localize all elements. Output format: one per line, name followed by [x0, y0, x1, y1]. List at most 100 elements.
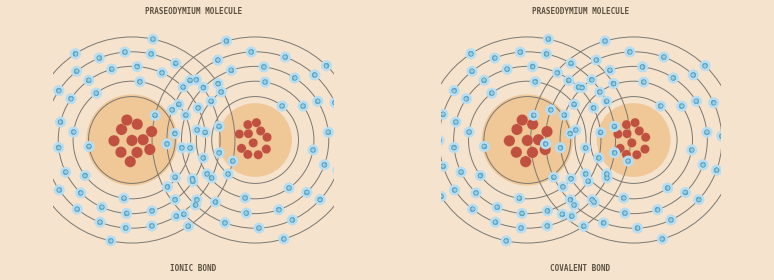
Circle shape — [170, 194, 180, 205]
Circle shape — [611, 81, 616, 86]
Circle shape — [637, 61, 648, 73]
Circle shape — [690, 73, 696, 78]
Circle shape — [569, 199, 580, 211]
Circle shape — [601, 172, 612, 183]
Circle shape — [122, 50, 128, 55]
Circle shape — [665, 186, 670, 191]
Circle shape — [71, 66, 82, 77]
Circle shape — [256, 226, 262, 231]
Circle shape — [209, 175, 214, 180]
Circle shape — [279, 52, 291, 63]
Circle shape — [173, 99, 184, 110]
Circle shape — [622, 150, 631, 159]
Circle shape — [478, 75, 490, 86]
Circle shape — [595, 127, 606, 138]
Circle shape — [439, 194, 444, 199]
Circle shape — [589, 77, 594, 82]
Circle shape — [221, 36, 232, 46]
Circle shape — [165, 184, 170, 189]
Circle shape — [545, 208, 550, 213]
Circle shape — [655, 207, 660, 212]
Circle shape — [276, 101, 288, 111]
Circle shape — [193, 202, 198, 207]
Circle shape — [173, 61, 178, 66]
Circle shape — [204, 171, 210, 176]
Circle shape — [437, 161, 449, 172]
Circle shape — [186, 224, 191, 229]
Circle shape — [515, 46, 526, 58]
Circle shape — [94, 91, 99, 96]
Circle shape — [666, 214, 676, 225]
Text: COVALENT BOND: COVALENT BOND — [550, 264, 611, 273]
Circle shape — [574, 127, 578, 132]
Circle shape — [248, 49, 254, 54]
Circle shape — [83, 173, 87, 178]
Circle shape — [96, 202, 108, 213]
Circle shape — [555, 70, 560, 75]
Circle shape — [632, 150, 642, 159]
Circle shape — [517, 196, 522, 201]
Circle shape — [242, 195, 248, 200]
Circle shape — [42, 109, 53, 120]
Circle shape — [278, 234, 289, 244]
Circle shape — [433, 135, 444, 146]
Circle shape — [565, 128, 576, 139]
Circle shape — [711, 100, 716, 105]
Circle shape — [622, 120, 631, 129]
Circle shape — [604, 171, 609, 176]
Circle shape — [194, 77, 199, 82]
Circle shape — [191, 194, 202, 205]
Circle shape — [569, 61, 574, 66]
Circle shape — [259, 76, 271, 88]
Circle shape — [98, 220, 103, 225]
Circle shape — [173, 175, 178, 180]
Circle shape — [591, 105, 596, 110]
Circle shape — [180, 110, 191, 121]
Circle shape — [146, 126, 157, 137]
Circle shape — [248, 138, 258, 148]
Circle shape — [217, 150, 221, 155]
Circle shape — [638, 76, 649, 88]
Circle shape — [558, 145, 563, 150]
Circle shape — [184, 75, 196, 86]
Circle shape — [192, 125, 203, 136]
Circle shape — [65, 93, 77, 104]
Circle shape — [214, 121, 224, 132]
Circle shape — [201, 168, 213, 179]
Circle shape — [486, 88, 497, 99]
Circle shape — [569, 214, 574, 219]
Circle shape — [152, 113, 158, 118]
Circle shape — [187, 78, 193, 83]
Circle shape — [80, 170, 91, 181]
Circle shape — [187, 173, 198, 184]
Circle shape — [156, 67, 167, 78]
Circle shape — [181, 212, 187, 217]
Circle shape — [115, 146, 127, 158]
Circle shape — [591, 200, 597, 205]
Circle shape — [194, 197, 200, 202]
Circle shape — [555, 142, 566, 153]
Circle shape — [187, 176, 198, 187]
Circle shape — [53, 185, 65, 195]
Circle shape — [671, 75, 676, 80]
Circle shape — [697, 197, 701, 202]
Circle shape — [159, 70, 165, 75]
Circle shape — [533, 134, 544, 145]
Circle shape — [135, 76, 146, 87]
Circle shape — [240, 192, 251, 204]
Circle shape — [106, 64, 118, 75]
Circle shape — [58, 120, 63, 125]
Circle shape — [162, 138, 173, 150]
Circle shape — [440, 112, 445, 117]
Circle shape — [75, 187, 86, 199]
Circle shape — [63, 170, 68, 175]
Circle shape — [190, 199, 201, 211]
Circle shape — [99, 205, 104, 210]
Circle shape — [283, 183, 295, 193]
Circle shape — [622, 195, 626, 200]
Circle shape — [281, 236, 286, 241]
Circle shape — [87, 94, 177, 186]
Circle shape — [560, 212, 565, 217]
Circle shape — [659, 52, 670, 63]
Circle shape — [319, 159, 330, 170]
